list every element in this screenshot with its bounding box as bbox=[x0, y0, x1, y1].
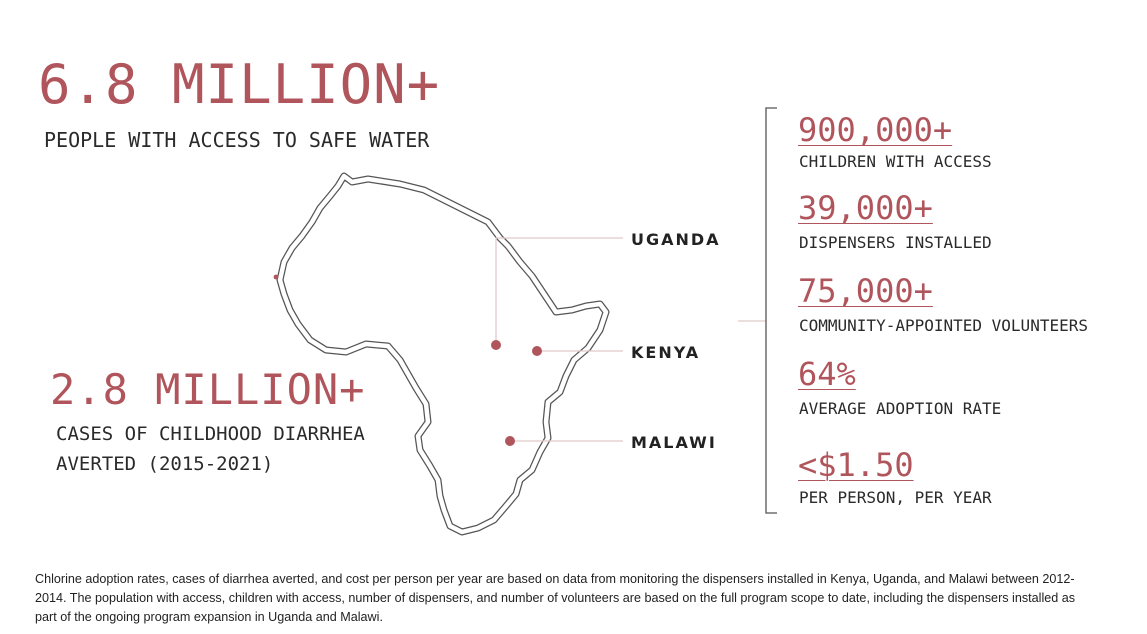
stat-cost-value: <$1.50 bbox=[798, 446, 914, 484]
stat-cost-label: PER PERSON, PER YEAR bbox=[799, 488, 992, 507]
stat-children-label: CHILDREN WITH ACCESS bbox=[799, 152, 992, 171]
footnote: Chlorine adoption rates, cases of diarrh… bbox=[35, 572, 1076, 624]
west-africa-dot bbox=[273, 274, 279, 280]
hero-secondary-value: 2.8 MILLION+ bbox=[50, 365, 366, 414]
stats-bracket bbox=[765, 107, 777, 514]
leader-lines bbox=[495, 237, 766, 442]
hero-secondary-label: CASES OF CHILDHOOD DIARRHEA AVERTED (201… bbox=[56, 423, 365, 475]
stat-dispensers-value: 39,000+ bbox=[798, 189, 933, 227]
stat-volunteers-label: COMMUNITY-APPOINTED VOLUNTEERS bbox=[799, 316, 1088, 335]
country-label-uganda: UGANDA bbox=[631, 230, 721, 249]
country-label-kenya: KENYA bbox=[631, 343, 701, 362]
stat-adoption-value: 64% bbox=[798, 355, 856, 393]
uganda-leader-line bbox=[495, 237, 623, 345]
stat-volunteers-value: 75,000+ bbox=[798, 272, 933, 310]
kenya-dot bbox=[532, 346, 542, 356]
uganda-dot bbox=[491, 340, 501, 350]
stat-children-value: 900,000+ bbox=[798, 111, 953, 149]
stat-dispensers-label: DISPENSERS INSTALLED bbox=[799, 233, 992, 252]
malawi-dot bbox=[505, 436, 515, 446]
country-label-malawi: MALAWI bbox=[631, 433, 717, 452]
africa-outline bbox=[276, 172, 610, 536]
stat-adoption-label: AVERAGE ADOPTION RATE bbox=[799, 399, 1002, 418]
hero-primary-value: 6.8 MILLION+ bbox=[38, 53, 441, 116]
hero-primary-label: PEOPLE WITH ACCESS TO SAFE WATER bbox=[44, 128, 430, 152]
